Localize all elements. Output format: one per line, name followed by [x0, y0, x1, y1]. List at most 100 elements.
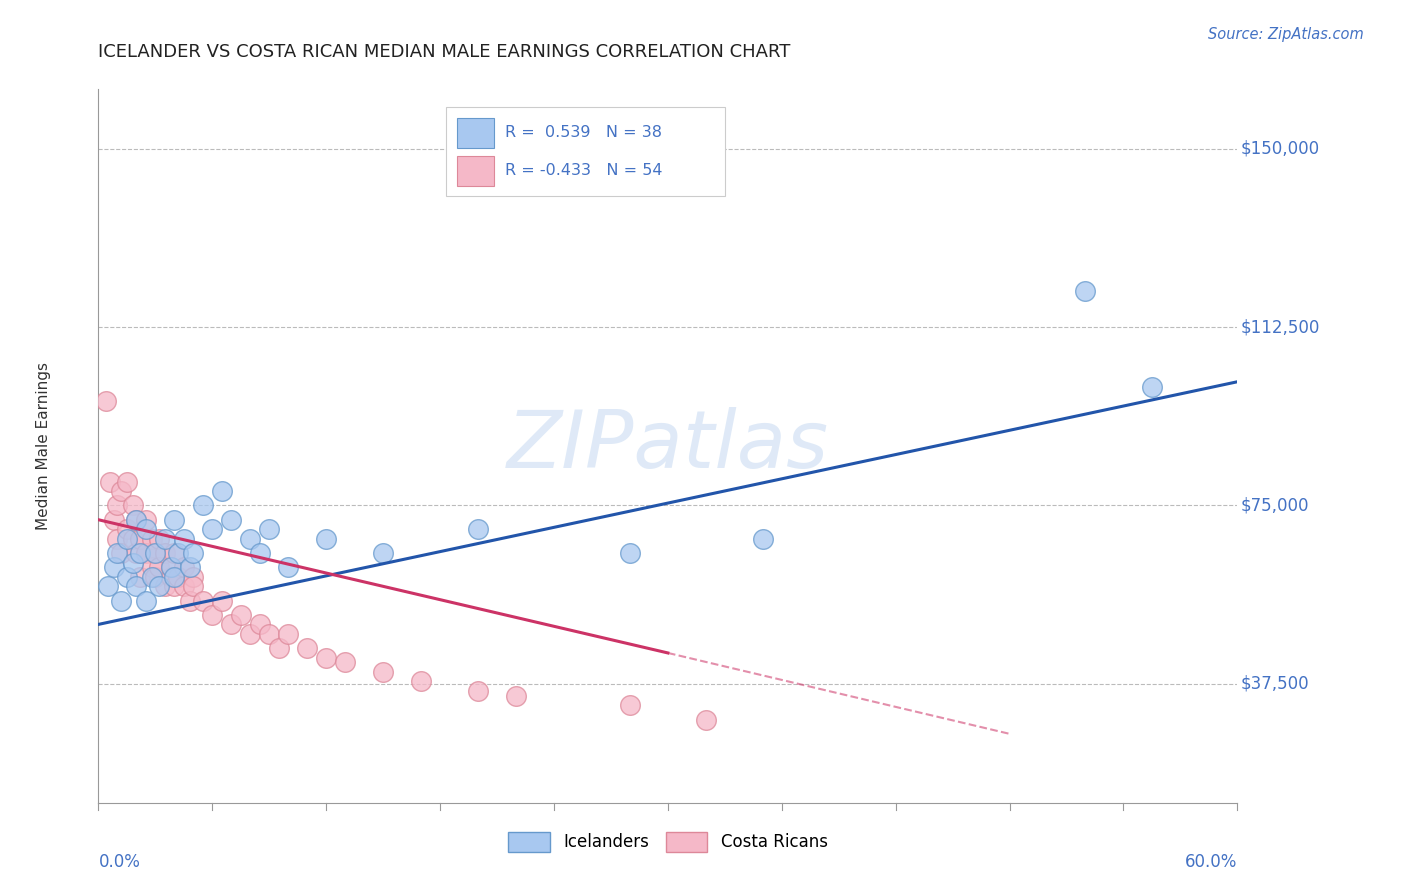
- Point: [107, 546, 129, 560]
- Point: [1074, 285, 1097, 299]
- Point: [159, 560, 181, 574]
- Point: [129, 570, 152, 584]
- Point: [315, 650, 337, 665]
- Point: [103, 513, 125, 527]
- Point: [121, 556, 143, 570]
- Point: [145, 570, 167, 584]
- Point: [229, 607, 252, 622]
- Point: [125, 513, 148, 527]
- Point: [505, 689, 527, 703]
- Point: [121, 532, 143, 546]
- Point: [173, 579, 195, 593]
- Point: [619, 698, 641, 713]
- Point: [619, 546, 641, 560]
- Text: Source: ZipAtlas.com: Source: ZipAtlas.com: [1208, 27, 1364, 42]
- Point: [297, 641, 319, 656]
- Bar: [457, 155, 494, 186]
- Point: [141, 560, 163, 574]
- Point: [98, 475, 121, 489]
- Point: [371, 546, 394, 560]
- Point: [135, 593, 157, 607]
- Point: [107, 499, 129, 513]
- Point: [129, 532, 152, 546]
- Point: [163, 513, 186, 527]
- Point: [695, 713, 717, 727]
- Point: [148, 579, 170, 593]
- Point: [110, 484, 132, 499]
- Point: [239, 627, 262, 641]
- Point: [159, 570, 181, 584]
- Point: [259, 627, 281, 641]
- Point: [135, 513, 157, 527]
- Point: [211, 484, 233, 499]
- Point: [201, 607, 224, 622]
- Point: [173, 560, 195, 574]
- Text: R = -0.433   N = 54: R = -0.433 N = 54: [505, 163, 662, 178]
- Point: [148, 560, 170, 574]
- Point: [145, 546, 167, 560]
- Point: [125, 579, 148, 593]
- Bar: [446, 107, 725, 196]
- Point: [163, 546, 186, 560]
- Point: [411, 674, 433, 689]
- Point: [211, 593, 233, 607]
- Point: [103, 560, 125, 574]
- Point: [125, 513, 148, 527]
- Point: [135, 522, 157, 536]
- Point: [1140, 379, 1163, 393]
- Point: [277, 627, 299, 641]
- Point: [167, 546, 190, 560]
- Point: [115, 570, 138, 584]
- Point: [167, 570, 190, 584]
- Point: [121, 499, 143, 513]
- Point: [135, 546, 157, 560]
- Text: Median Male Earnings: Median Male Earnings: [37, 362, 51, 530]
- Text: $75,000: $75,000: [1240, 497, 1309, 515]
- Point: [371, 665, 394, 679]
- Point: [163, 579, 186, 593]
- Point: [94, 393, 117, 408]
- Point: [107, 532, 129, 546]
- Point: [110, 546, 132, 560]
- Text: $37,500: $37,500: [1240, 675, 1309, 693]
- Point: [110, 593, 132, 607]
- Point: [467, 684, 489, 698]
- Point: [145, 546, 167, 560]
- Point: [191, 499, 214, 513]
- Text: R =  0.539   N = 38: R = 0.539 N = 38: [505, 125, 662, 140]
- Point: [97, 579, 120, 593]
- Text: $112,500: $112,500: [1240, 318, 1320, 336]
- Point: [141, 570, 163, 584]
- Point: [115, 475, 138, 489]
- Legend: Icelanders, Costa Ricans: Icelanders, Costa Ricans: [502, 825, 834, 859]
- Point: [125, 546, 148, 560]
- Point: [159, 560, 181, 574]
- Point: [221, 513, 243, 527]
- Point: [129, 546, 152, 560]
- Point: [335, 656, 357, 670]
- Text: $150,000: $150,000: [1240, 140, 1320, 158]
- Point: [249, 546, 271, 560]
- Bar: [457, 118, 494, 148]
- Point: [179, 593, 201, 607]
- Point: [183, 570, 205, 584]
- Point: [315, 532, 337, 546]
- Point: [163, 570, 186, 584]
- Point: [173, 532, 195, 546]
- Point: [148, 532, 170, 546]
- Point: [153, 579, 176, 593]
- Point: [115, 532, 138, 546]
- Text: 60.0%: 60.0%: [1185, 853, 1237, 871]
- Text: ICELANDER VS COSTA RICAN MEDIAN MALE EARNINGS CORRELATION CHART: ICELANDER VS COSTA RICAN MEDIAN MALE EAR…: [98, 43, 790, 61]
- Point: [752, 532, 775, 546]
- Point: [153, 532, 176, 546]
- Point: [277, 560, 299, 574]
- Point: [183, 546, 205, 560]
- Point: [191, 593, 214, 607]
- Point: [153, 546, 176, 560]
- Point: [467, 522, 489, 536]
- Point: [115, 522, 138, 536]
- Point: [183, 579, 205, 593]
- Point: [221, 617, 243, 632]
- Text: ZIPatlas: ZIPatlas: [506, 407, 830, 485]
